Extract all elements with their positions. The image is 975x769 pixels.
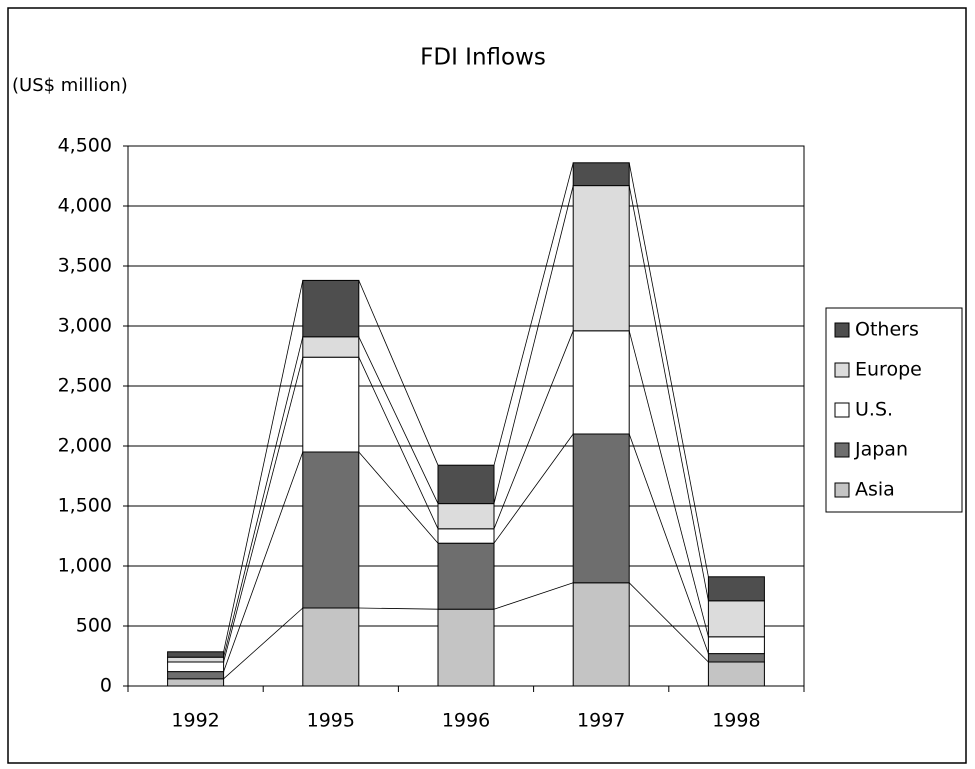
series-line [223,607,304,680]
legend-label: Asia [855,479,895,501]
bar-segment [302,279,360,338]
bar-segment [707,636,765,655]
y-tick-label: 1,000 [58,555,112,577]
series-line [223,280,304,652]
legend-swatch [834,402,850,418]
series-line [628,433,709,654]
series-line [628,582,709,663]
bar-segment [437,464,495,505]
series-line [493,582,574,610]
series-line [223,336,304,658]
bar-segment [437,528,495,544]
bar-segment [302,607,360,687]
bar-segment [707,600,765,638]
series-line [358,607,439,610]
bar-segment [572,582,630,687]
series-line [493,433,574,544]
bar-segment [167,661,225,673]
y-tick-label: 3,500 [58,255,112,277]
x-tick-label: 1992 [171,710,219,732]
legend-label: Others [855,319,919,341]
bar-segment [707,576,765,602]
bar-segment [437,503,495,530]
bar-segment [572,330,630,435]
y-tick-label: 3,000 [58,315,112,337]
legend-label: U.S. [855,399,893,421]
series-line [223,357,304,663]
legend-label: Europe [855,359,922,381]
bar-segment [167,671,225,680]
chart-title: FDI Inflows [420,45,546,71]
bar-segment [167,651,225,658]
bar-segment [302,451,360,609]
series-line [628,185,709,601]
y-tick-label: 4,500 [58,135,112,157]
series-line [223,451,304,672]
y-tick-label: 500 [76,615,112,637]
series-line [358,451,439,544]
y-tick-label: 4,000 [58,195,112,217]
series-line [628,162,709,577]
legend-swatch [834,442,850,458]
bar-segment [437,542,495,610]
legend-label: Japan [854,439,908,461]
bar-segment [572,162,630,187]
bar-segment [437,608,495,687]
series-line [493,330,574,529]
y-tick-label: 2,000 [58,435,112,457]
y-axis-label: (US$ million) [12,75,128,96]
series-line [358,336,439,504]
x-tick-label: 1998 [712,710,760,732]
bar-segment [572,433,630,584]
bar-segment [302,336,360,358]
x-tick-label: 1995 [307,710,355,732]
bar-segment [707,661,765,687]
bar-segment [572,185,630,332]
bar-segment [167,678,225,687]
series-line [358,280,439,466]
series-line [493,162,574,466]
bar-segment [167,656,225,663]
series-line [493,185,574,504]
legend-swatch [834,322,850,338]
x-tick-label: 1997 [577,710,625,732]
series-line [628,330,709,637]
legend-swatch [834,482,850,498]
series-line [358,357,439,529]
bar-segment [707,653,765,663]
x-tick-label: 1996 [442,710,490,732]
y-tick-label: 0 [100,675,112,697]
legend-swatch [834,362,850,378]
y-tick-label: 2,500 [58,375,112,397]
bar-segment [302,356,360,453]
y-tick-label: 1,500 [58,495,112,517]
